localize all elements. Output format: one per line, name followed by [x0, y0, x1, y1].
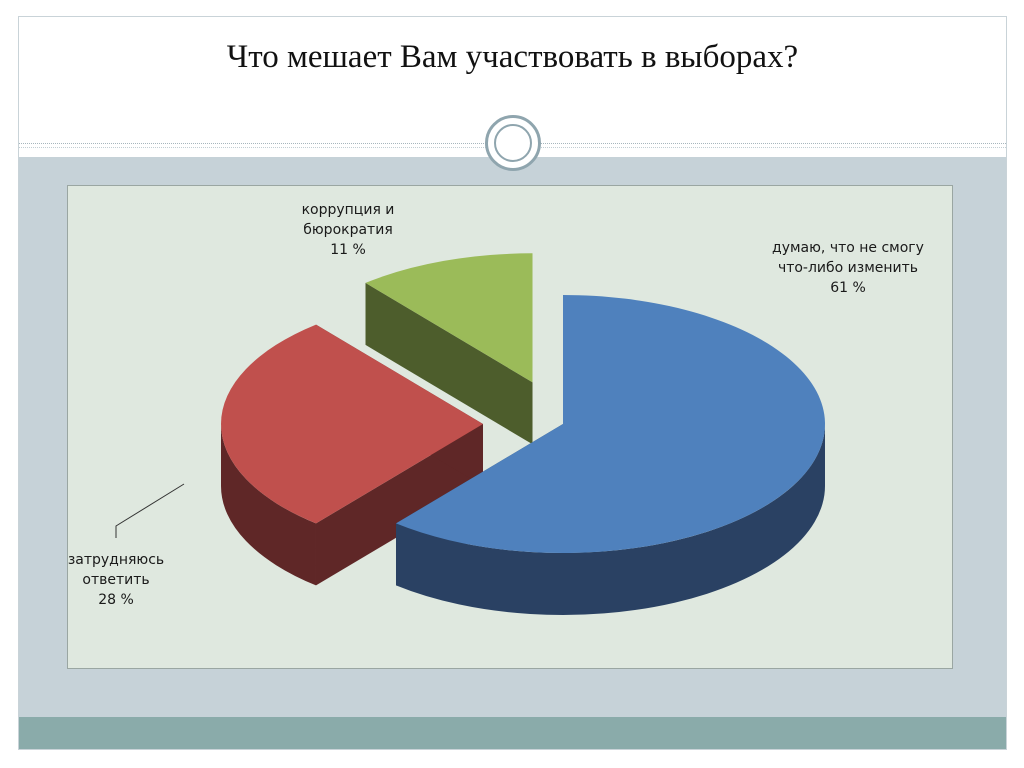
data-label-slice-0-line-1: думаю, что не смогу: [772, 240, 924, 256]
chart-area: думаю, что не смогу что-либо изменить 61…: [67, 185, 953, 669]
data-label-slice-2-line-2: бюрократия: [303, 222, 393, 238]
data-label-slice-2: коррупция и бюрократия 11 %: [273, 200, 423, 260]
pie-slice-1-outer-side-0: [221, 424, 316, 586]
pie-slice-1: [221, 324, 483, 524]
leader-line-slice-1: [115, 483, 185, 538]
pie-slice-0-outer-side-0: [395, 424, 825, 615]
page-title: Что мешает Вам участвовать в выборах?: [226, 39, 799, 75]
data-label-slice-2-line-1: коррупция и: [301, 202, 395, 218]
pie-slice-1-wall-0: [315, 424, 483, 586]
data-label-slice-0-value: 61 %: [830, 280, 866, 296]
footer-band: [19, 717, 1006, 749]
data-label-slice-1-line-2: ответить: [82, 572, 150, 588]
data-label-slice-1: затрудняюсь ответить 28 %: [56, 550, 176, 610]
data-label-slice-0: думаю, что не смогу что-либо изменить 61…: [738, 238, 958, 298]
ring-ornament-icon: [485, 115, 541, 171]
slide: Что мешает Вам участвовать в выборах? ду…: [18, 16, 1007, 750]
pie-tops: [221, 253, 825, 553]
data-label-slice-1-line-1: затрудняюсь: [67, 552, 165, 568]
ring-ornament-inner: [494, 124, 532, 162]
data-label-slice-0-line-2: что-либо изменить: [777, 260, 919, 276]
data-label-slice-1-value: 28 %: [98, 592, 134, 608]
pie-slice-0: [395, 295, 825, 553]
pie-slice-2-wall-0: [365, 282, 533, 445]
data-label-slice-2-value: 11 %: [330, 242, 366, 258]
pie-chart: [115, 253, 825, 615]
pie-slice-2: [365, 253, 533, 383]
